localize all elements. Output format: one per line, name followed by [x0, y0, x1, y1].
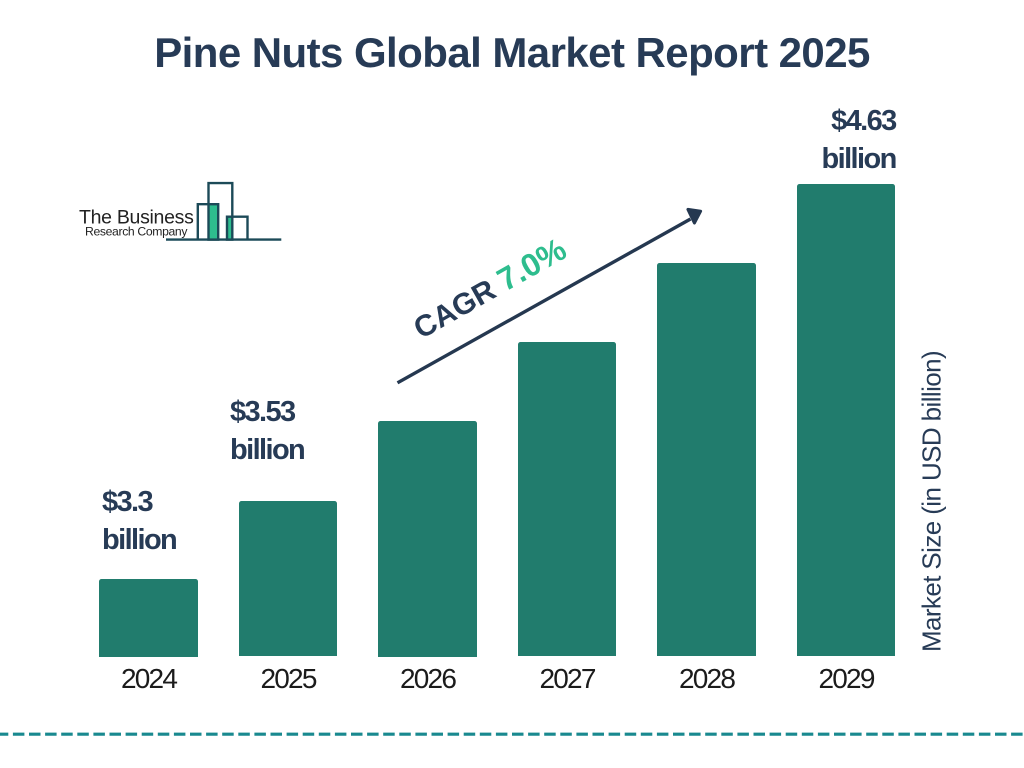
svg-text:Research Company: Research Company: [85, 225, 188, 239]
svg-text:The Business: The Business: [79, 207, 194, 229]
